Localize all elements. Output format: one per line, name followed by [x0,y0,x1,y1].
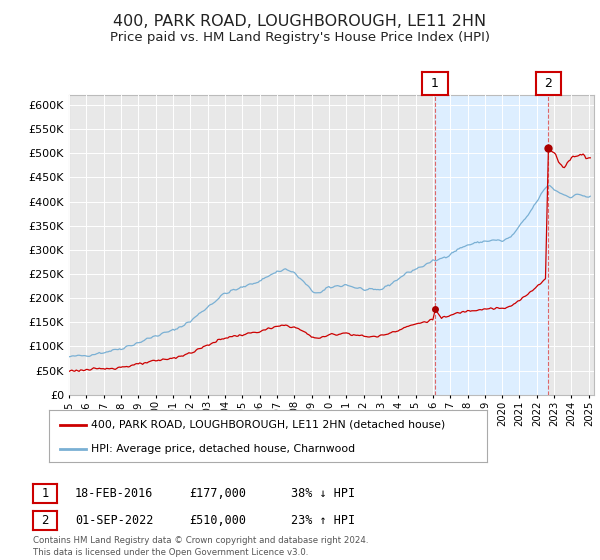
Text: 2: 2 [41,514,49,528]
Text: £177,000: £177,000 [189,487,246,501]
Text: 01-SEP-2022: 01-SEP-2022 [75,514,154,528]
Text: 1: 1 [41,487,49,501]
Text: £510,000: £510,000 [189,514,246,528]
Text: 400, PARK ROAD, LOUGHBOROUGH, LE11 2HN: 400, PARK ROAD, LOUGHBOROUGH, LE11 2HN [113,14,487,29]
Text: 38% ↓ HPI: 38% ↓ HPI [291,487,355,501]
Text: 23% ↑ HPI: 23% ↑ HPI [291,514,355,528]
Text: Contains HM Land Registry data © Crown copyright and database right 2024.
This d: Contains HM Land Registry data © Crown c… [33,536,368,557]
Text: 2: 2 [544,77,553,90]
Text: Price paid vs. HM Land Registry's House Price Index (HPI): Price paid vs. HM Land Registry's House … [110,31,490,44]
Bar [435,95,548,395]
Text: 1: 1 [431,77,439,90]
Text: 400, PARK ROAD, LOUGHBOROUGH, LE11 2HN (detached house): 400, PARK ROAD, LOUGHBOROUGH, LE11 2HN (… [91,420,445,430]
Text: 18-FEB-2016: 18-FEB-2016 [75,487,154,501]
Text: HPI: Average price, detached house, Charnwood: HPI: Average price, detached house, Char… [91,444,355,454]
